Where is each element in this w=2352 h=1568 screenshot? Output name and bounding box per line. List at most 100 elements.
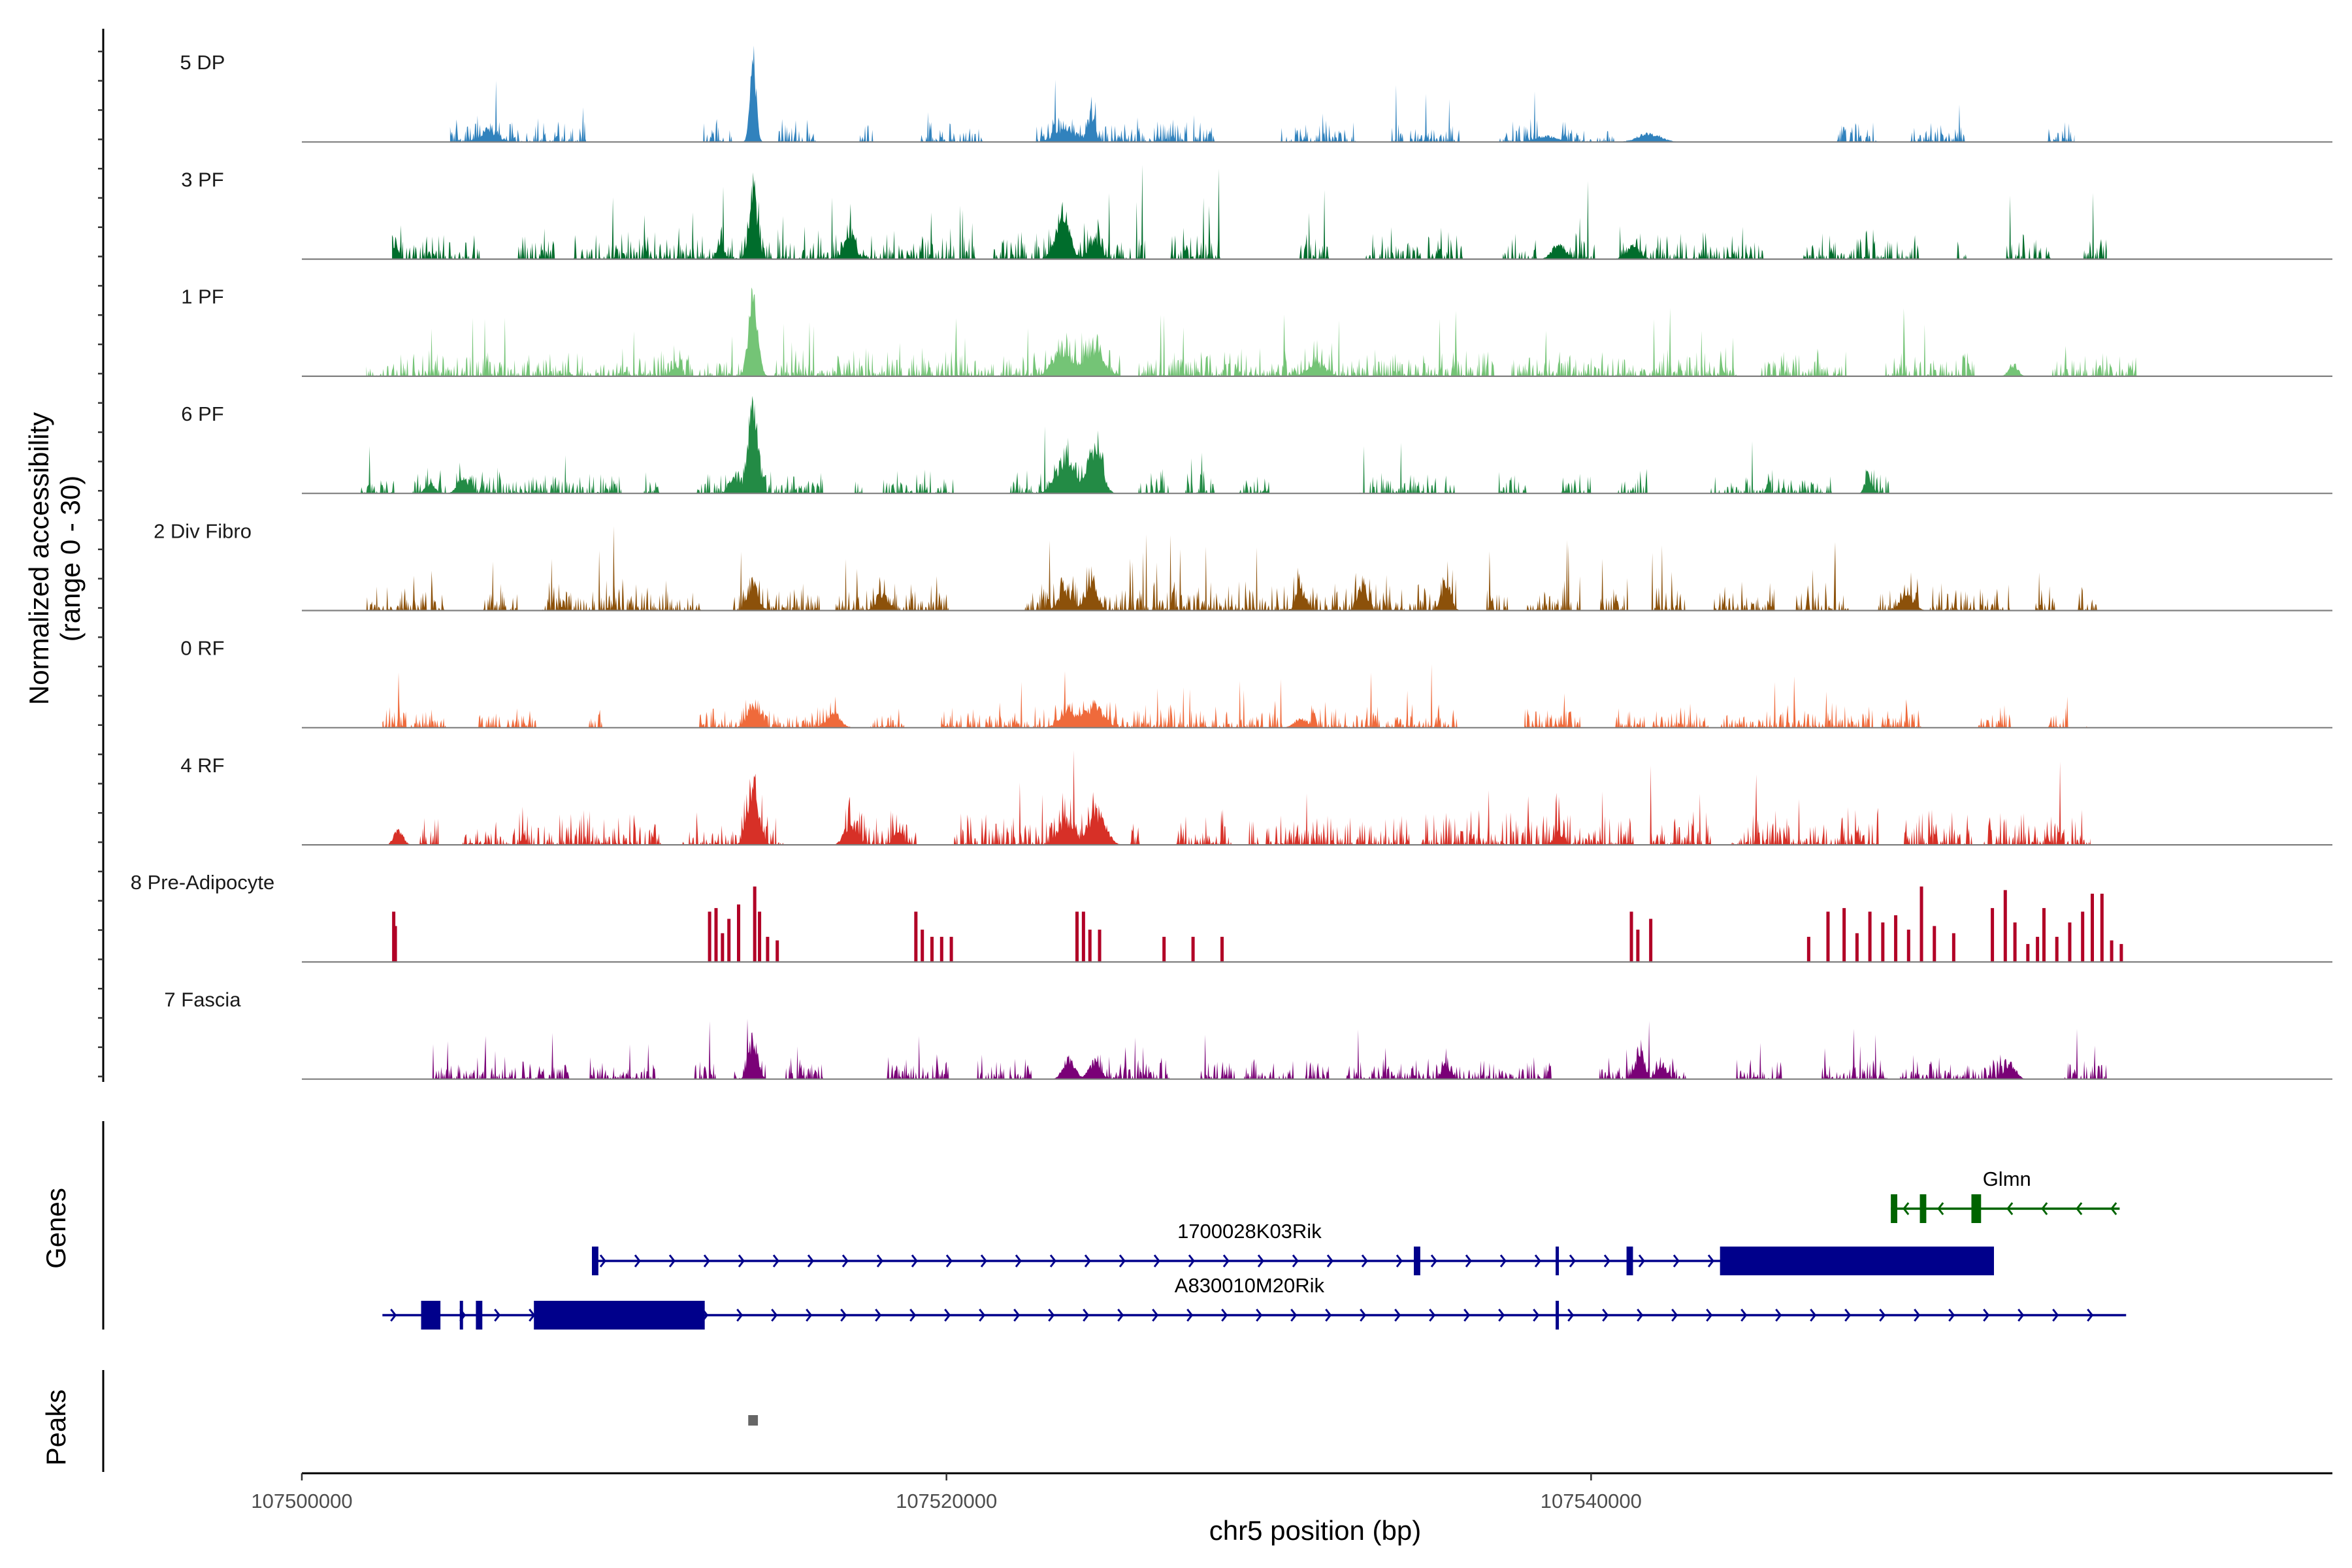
strand-arrow (1325, 1309, 1332, 1322)
coverage-bar (393, 926, 397, 962)
strand-arrow (1603, 1254, 1610, 1267)
coverage-bar (714, 907, 718, 962)
track-label: 8 Pre-Adipocyte (131, 871, 275, 894)
y-axis-title-line2: (range 0 - 30) (55, 476, 86, 642)
gene-exon (1720, 1247, 1994, 1275)
track-label: 2 Div Fibro (154, 519, 252, 542)
strand-arrow (736, 1309, 743, 1322)
coverage-bar (776, 940, 779, 962)
coverage-bar (766, 936, 770, 962)
axes: 107500000 107520000 107540000 (98, 29, 2332, 1512)
strand-arrow (2087, 1309, 2094, 1322)
strand-arrow (1533, 1309, 1540, 1322)
gene-1700028k03rik: 1700028K03Rik (592, 1220, 1994, 1275)
strand-arrow (1084, 1254, 1091, 1267)
peak-region (748, 1415, 759, 1426)
track-8-pre-adipocyte: 8 Pre-Adipocyte (131, 871, 2332, 963)
coverage-bar (1868, 911, 1872, 962)
strand-arrow (1360, 1309, 1367, 1322)
gene-exon (1971, 1194, 1982, 1223)
gene-label: Glmn (1983, 1168, 2031, 1190)
strand-arrow (2110, 1202, 2117, 1215)
strand-arrow (909, 1309, 917, 1322)
coverage-bar (921, 929, 924, 962)
coverage-area (382, 664, 2091, 728)
coverage-bar (758, 911, 762, 962)
coverage-area (366, 526, 2107, 611)
gene-exon (1556, 1247, 1560, 1275)
coverage-area (449, 45, 2075, 142)
strand-arrow (1844, 1309, 1852, 1322)
track-3-pf: 3 PF (181, 165, 2332, 260)
strand-arrow (1361, 1254, 1368, 1267)
coverage-area (417, 1019, 2107, 1079)
strand-arrow (2041, 1202, 2048, 1215)
gene-a830010m20rik: A830010M20Rik (382, 1274, 2127, 1330)
coverage-bar (1081, 911, 1085, 962)
strand-arrow (1706, 1309, 1713, 1322)
track-2-div-fibro: 2 Div Fibro (154, 519, 2332, 612)
strand-arrow (806, 1309, 813, 1322)
track-label: 4 RF (180, 754, 224, 777)
strand-arrow (1671, 1309, 1678, 1322)
strand-arrow (1048, 1309, 1055, 1322)
strand-arrow (668, 1254, 676, 1267)
coverage-bar (1991, 907, 1995, 962)
coverage-bar (1636, 929, 1640, 962)
strand-arrow (875, 1309, 882, 1322)
coverage-bar (930, 936, 934, 962)
strand-arrow (1396, 1254, 1403, 1267)
gene-exon (534, 1301, 705, 1330)
coverage-bar (2036, 936, 2040, 962)
coverage-bar (737, 904, 740, 962)
gene-exon (1891, 1194, 1897, 1223)
coverage-bar (2068, 922, 2072, 962)
strand-arrow (840, 1309, 847, 1322)
strand-arrow (1429, 1309, 1436, 1322)
strand-arrow (1013, 1309, 1021, 1322)
gene-label: 1700028K03Rik (1177, 1220, 1322, 1243)
strand-arrow (771, 1309, 778, 1322)
coverage-bar (1855, 933, 1859, 962)
track-6-pf: 6 PF (181, 395, 2332, 495)
coverage-bar (1162, 936, 1166, 962)
track-label: 6 PF (181, 402, 223, 425)
strand-arrow (1637, 1309, 1644, 1322)
genes-panel-label: Genes (41, 1188, 71, 1269)
strand-arrow (2052, 1309, 2059, 1322)
strand-arrow (1430, 1254, 1437, 1267)
coverage-bar (753, 886, 757, 962)
coverage-bar (914, 911, 918, 962)
coverage-bar (1629, 911, 1633, 962)
track-label: 0 RF (180, 637, 224, 660)
strand-arrow (1152, 1309, 1159, 1322)
strand-arrow (1707, 1254, 1714, 1267)
gene-exon (592, 1247, 598, 1275)
coverage-bar (1075, 911, 1079, 962)
strand-arrow (1567, 1309, 1575, 1322)
gene-annotation-panel: Glmn 1700028K03Rik A830010M20Rik (382, 1168, 2127, 1330)
strand-arrow (1810, 1309, 1817, 1322)
strand-arrow (1534, 1254, 1541, 1267)
gene-exon (459, 1301, 463, 1330)
coverage-bar (1894, 915, 1898, 962)
strand-arrow (1292, 1254, 1299, 1267)
strand-arrow (1119, 1254, 1126, 1267)
strand-arrow (1083, 1309, 1090, 1322)
x-tick-label: 107520000 (896, 1490, 997, 1512)
strand-arrow (634, 1254, 641, 1267)
coverage-tracks: 5 DP 3 PF 1 PF 6 PF 2 Div Fibro 0 RF 4 RF 8 Pre… (131, 45, 2332, 1080)
strand-arrow (1221, 1309, 1228, 1322)
strand-arrow (599, 1254, 606, 1267)
track-7-fascia: 7 Fascia (164, 988, 2332, 1080)
strand-arrow (1256, 1309, 1263, 1322)
strand-arrow (944, 1309, 951, 1322)
strand-arrow (772, 1254, 779, 1267)
strand-arrow (1117, 1309, 1124, 1322)
strand-arrow (703, 1254, 710, 1267)
strand-arrow (911, 1254, 918, 1267)
strand-arrow (979, 1309, 986, 1322)
strand-arrow (1879, 1309, 1886, 1322)
track-label: 7 Fascia (164, 988, 241, 1011)
